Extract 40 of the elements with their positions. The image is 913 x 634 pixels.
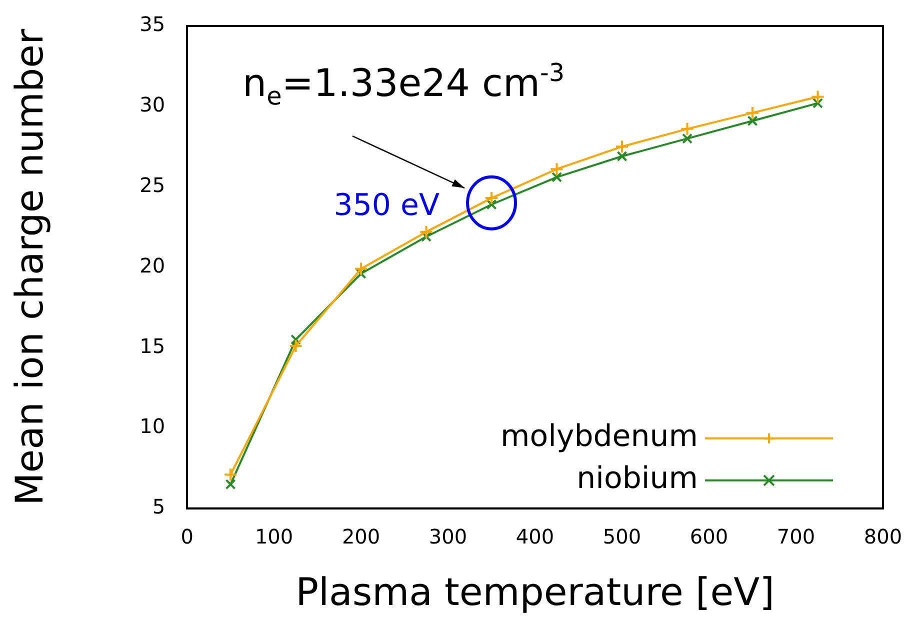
x-tick-label: 300 [428, 524, 468, 549]
x-tick-label: 800 [864, 524, 902, 549]
point [682, 133, 693, 144]
y-tick-label: 5 [152, 494, 166, 519]
point [225, 479, 236, 490]
point [812, 98, 823, 108]
x-tick-label: 500 [602, 524, 642, 549]
y-tick-label: 25 [140, 173, 166, 198]
point [746, 106, 760, 120]
y-axis-title: Mean ion charge number [8, 28, 52, 506]
point [552, 172, 562, 182]
x-tick-label: 200 [342, 524, 380, 549]
y-tick-label: 20 [140, 253, 166, 278]
legend-label: niobium [576, 461, 698, 496]
point [356, 268, 366, 279]
x-tick-label: 600 [690, 524, 728, 549]
point [550, 162, 564, 176]
x-tick-label: 0 [180, 524, 194, 549]
y-tick-label: 10 [140, 414, 166, 438]
point [615, 140, 630, 154]
point [421, 231, 432, 242]
point [616, 151, 628, 162]
point [486, 199, 497, 210]
legend-label: molybdenum [500, 419, 698, 454]
y-tick-label: 30 [140, 92, 166, 117]
x-axis-title: Plasma temperature [eV] [296, 570, 774, 614]
x-tick-label: 700 [776, 524, 816, 549]
point [354, 262, 368, 276]
x-tick-label: 400 [516, 524, 554, 549]
y-tick-label: 15 [140, 334, 166, 358]
point [290, 334, 302, 345]
point [419, 224, 434, 239]
x-tick-label: 100 [254, 524, 294, 549]
y-tick-label: 35 [140, 12, 166, 36]
point [680, 122, 694, 136]
point [288, 338, 303, 353]
point [810, 90, 825, 104]
point [224, 468, 238, 482]
annotation: 350 eV [334, 188, 440, 223]
point [747, 116, 758, 126]
